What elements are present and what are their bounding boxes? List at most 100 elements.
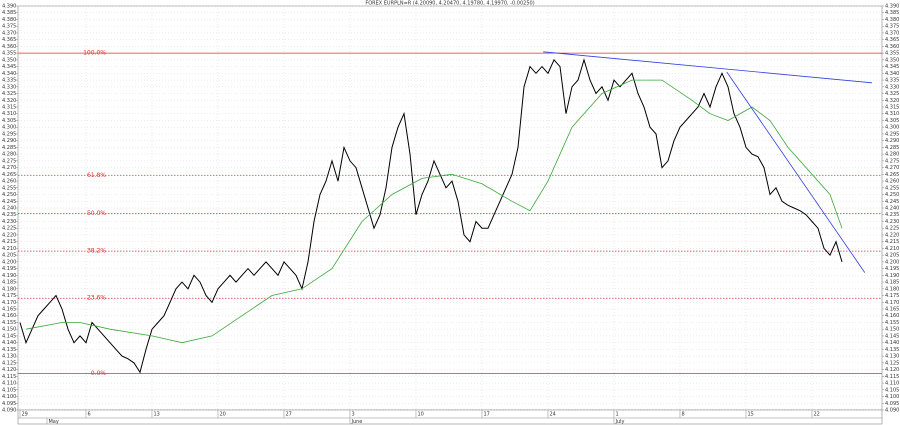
y2-tick-label: 4.165	[885, 307, 899, 313]
y2-tick-label: 4.180	[885, 286, 899, 292]
x-tick-label: 29	[21, 412, 27, 418]
y2-tick-label: 4.245	[885, 199, 899, 205]
y-tick-label: 4.230	[2, 219, 16, 225]
y-tick-label: 4.265	[2, 172, 16, 178]
y2-tick-label: 4.350	[885, 57, 899, 63]
y2-tick-label: 4.175	[885, 293, 899, 299]
y-tick-label: 4.200	[2, 259, 16, 265]
y-tick-label: 4.360	[2, 44, 16, 50]
y-tick-label: 4.145	[2, 333, 16, 339]
y-tick-label: 4.350	[2, 57, 16, 63]
y2-tick-label: 4.260	[885, 179, 899, 185]
y2-tick-label: 4.330	[885, 84, 899, 90]
y2-tick-label: 4.285	[885, 145, 899, 151]
y-tick-label: 4.115	[2, 374, 16, 380]
fib-label: 0.0%	[91, 370, 107, 377]
x-tick-label: 17	[483, 412, 489, 418]
y2-tick-label: 4.130	[885, 354, 899, 360]
y2-tick-label: 4.095	[885, 401, 899, 407]
y2-tick-label: 4.365	[885, 37, 899, 43]
y2-tick-label: 4.310	[885, 111, 899, 117]
y-tick-label: 4.320	[2, 98, 16, 104]
month-label: May	[48, 419, 58, 425]
y-tick-label: 4.155	[2, 320, 16, 326]
y-tick-label: 4.260	[2, 179, 16, 185]
y-tick-label: 4.125	[2, 360, 16, 366]
y-tick-label: 4.235	[2, 212, 16, 218]
y-tick-label: 4.160	[2, 313, 16, 319]
y2-tick-label: 4.300	[885, 125, 899, 131]
y2-tick-label: 4.115	[885, 374, 899, 380]
trend-line	[726, 71, 866, 273]
y2-tick-label: 4.250	[885, 192, 899, 198]
y-tick-label: 4.220	[2, 232, 16, 238]
x-tick-label: 3	[351, 412, 354, 418]
y2-tick-label: 4.110	[885, 381, 899, 387]
chart-title: FOREX EURPLN=R (4.20090, 4.20470, 4.1978…	[365, 1, 534, 7]
y-tick-label: 4.225	[2, 226, 16, 232]
y-tick-label: 4.095	[2, 401, 16, 407]
y2-tick-label: 4.380	[885, 17, 899, 23]
y2-tick-label: 4.125	[885, 360, 899, 366]
y-tick-label: 4.385	[2, 10, 16, 16]
y-tick-label: 4.190	[2, 273, 16, 279]
x-tick-label: 10	[417, 412, 423, 418]
y2-tick-label: 4.185	[885, 280, 899, 286]
x-tick-label: 1	[615, 412, 618, 418]
y-tick-label: 4.215	[2, 239, 16, 245]
y2-tick-label: 4.145	[885, 333, 899, 339]
y2-tick-label: 4.385	[885, 10, 899, 16]
y-tick-label: 4.335	[2, 78, 16, 84]
y2-tick-label: 4.200	[885, 259, 899, 265]
y-tick-label: 4.175	[2, 293, 16, 299]
y-tick-label: 4.310	[2, 111, 16, 117]
y-tick-label: 4.165	[2, 307, 16, 313]
y2-tick-label: 4.210	[885, 246, 899, 252]
moving-average	[25, 79, 843, 344]
y-tick-label: 4.365	[2, 37, 16, 43]
y-tick-label: 4.130	[2, 354, 16, 360]
y-tick-label: 4.105	[2, 387, 16, 393]
fib-label: 23.6%	[87, 295, 106, 302]
y-tick-label: 4.170	[2, 300, 16, 306]
y-tick-label: 4.270	[2, 165, 16, 171]
y-tick-label: 4.370	[2, 30, 16, 36]
x-tick-label: 27	[285, 412, 291, 418]
y-tick-label: 4.300	[2, 125, 16, 131]
y-tick-label: 4.110	[2, 381, 16, 387]
y-tick-label: 4.185	[2, 280, 16, 286]
y-tick-label: 4.150	[2, 327, 16, 333]
y-tick-label: 4.375	[2, 24, 16, 30]
y-tick-label: 4.240	[2, 206, 16, 212]
y-tick-label: 4.120	[2, 367, 16, 373]
x-tick-label: 20	[219, 412, 225, 418]
y2-tick-label: 4.255	[885, 185, 899, 191]
y-tick-label: 4.330	[2, 84, 16, 90]
y2-tick-label: 4.340	[885, 71, 899, 77]
y2-tick-label: 4.215	[885, 239, 899, 245]
y2-tick-label: 4.305	[885, 118, 899, 124]
fib-label: 38.2%	[87, 248, 106, 255]
x-tick-label: 6	[87, 412, 90, 418]
y2-tick-label: 4.190	[885, 273, 899, 279]
y2-tick-label: 4.105	[885, 387, 899, 393]
y2-tick-label: 4.220	[885, 232, 899, 238]
y2-tick-label: 4.170	[885, 300, 899, 306]
y-tick-label: 4.180	[2, 286, 16, 292]
y2-tick-label: 4.325	[885, 91, 899, 97]
y2-tick-label: 4.345	[885, 64, 899, 70]
y2-tick-label: 4.390	[885, 4, 899, 10]
y-tick-label: 4.290	[2, 138, 16, 144]
y2-tick-label: 4.270	[885, 165, 899, 171]
y-tick-label: 4.100	[2, 394, 16, 400]
y-tick-label: 4.250	[2, 192, 16, 198]
y2-tick-label: 4.375	[885, 24, 899, 30]
y-tick-label: 4.295	[2, 131, 16, 137]
y-tick-label: 4.205	[2, 253, 16, 259]
month-label: July	[614, 419, 624, 425]
y2-tick-label: 4.360	[885, 44, 899, 50]
trend-line	[543, 51, 873, 84]
y-tick-label: 4.195	[2, 266, 16, 272]
x-tick-label: 24	[549, 412, 555, 418]
